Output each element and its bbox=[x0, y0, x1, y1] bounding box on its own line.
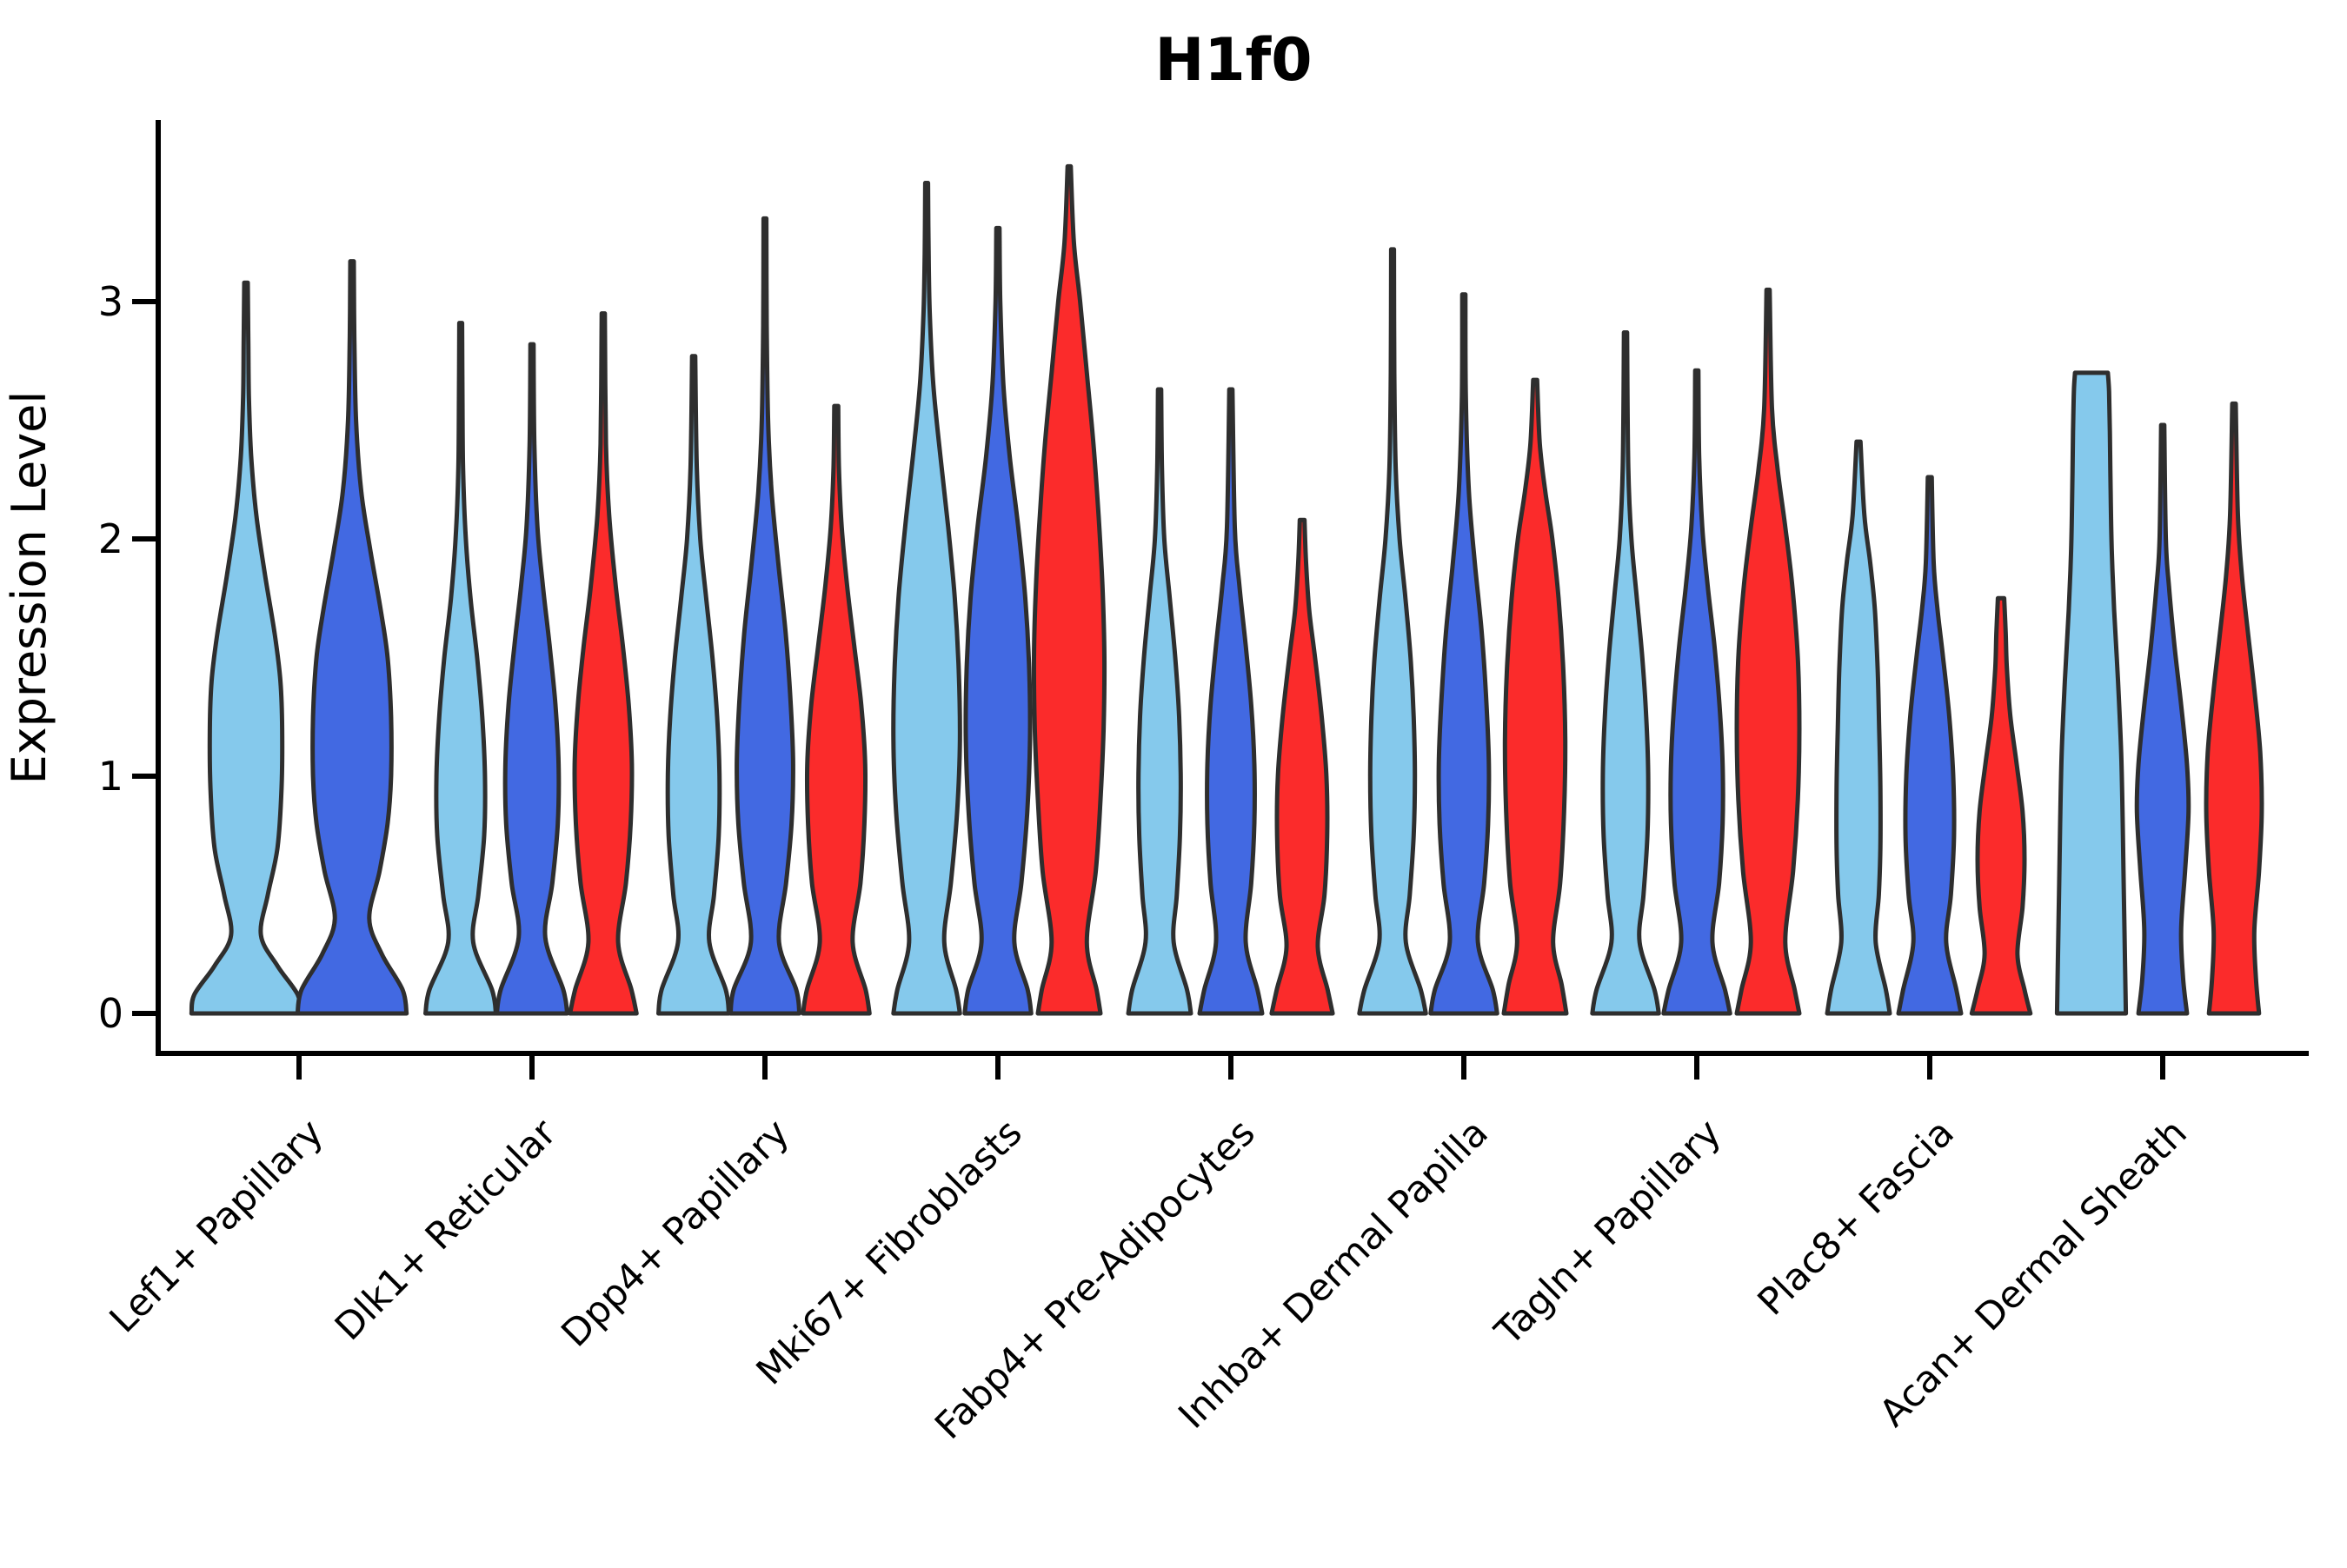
violin-dlk1-reticular-skyblue bbox=[423, 321, 498, 1016]
violin-fabp4-pre-adipocytes-skyblue bbox=[1126, 387, 1193, 1016]
violin-dlk1-reticular-royalblue bbox=[495, 342, 569, 1016]
x-tick-label-dpp4-papillary: Dpp4+ Papillary bbox=[554, 1111, 798, 1355]
violin-tagln-papillary-red bbox=[1734, 287, 1802, 1016]
violin-acan-dermal-sheath-red bbox=[2204, 401, 2264, 1016]
y-ticks-layer: 0 1 2 3 bbox=[98, 278, 158, 1037]
violin-lef1-papillary-skyblue bbox=[189, 280, 303, 1016]
violin-dpp4-papillary-red bbox=[801, 403, 872, 1016]
violin-plac8-fascia-skyblue bbox=[1825, 439, 1892, 1016]
chart-title: H1f0 bbox=[1154, 26, 1312, 95]
y-tick-label: 1 bbox=[98, 753, 123, 800]
violin-tagln-papillary-royalblue bbox=[1661, 368, 1732, 1016]
x-tick-label-lef1-papillary: Lef1+ Papillary bbox=[102, 1111, 332, 1341]
x-tick-label-plac8-fascia: Plac8+ Fascia bbox=[1750, 1111, 1963, 1324]
x-tick-label-mki67-fibroblasts: Mki67+ Fibroblasts bbox=[748, 1111, 1031, 1393]
y-tick-label: 2 bbox=[98, 515, 123, 562]
x-tick-label-dlk1-reticular: Dlk1+ Reticular bbox=[327, 1111, 565, 1349]
violin-fabp4-pre-adipocytes-royalblue bbox=[1197, 387, 1265, 1016]
violin-plac8-fascia-royalblue bbox=[1896, 475, 1964, 1016]
violins-layer bbox=[189, 163, 2264, 1016]
violin-inhba-dermal-papilla-royalblue bbox=[1428, 292, 1499, 1016]
violin-dlk1-reticular-red bbox=[568, 311, 639, 1016]
violin-mki67-fibroblasts-royalblue bbox=[962, 225, 1034, 1016]
y-tick-label: 3 bbox=[98, 278, 123, 325]
violin-tagln-papillary-skyblue bbox=[1590, 330, 1661, 1016]
violin-lef1-papillary-royalblue bbox=[295, 259, 409, 1016]
violin-plac8-fascia-red bbox=[1969, 595, 2033, 1016]
violin-inhba-dermal-papilla-red bbox=[1501, 377, 1569, 1016]
x-tick-label-tagln-papillary: Tagln+ Papillary bbox=[1486, 1111, 1730, 1354]
y-axis-label: Expression Level bbox=[2, 391, 57, 785]
violin-mki67-fibroblasts-skyblue bbox=[891, 181, 962, 1016]
violin-acan-dermal-sheath-royalblue bbox=[2134, 422, 2191, 1016]
violin-fabp4-pre-adipocytes-red bbox=[1269, 517, 1335, 1016]
violin-dpp4-papillary-skyblue bbox=[656, 354, 731, 1016]
y-tick-label: 0 bbox=[98, 990, 123, 1037]
violin-mki67-fibroblasts-red bbox=[1031, 163, 1107, 1016]
violin-inhba-dermal-papilla-skyblue bbox=[1357, 247, 1428, 1016]
violin-dpp4-papillary-royalblue bbox=[728, 216, 802, 1016]
violin-acan-dermal-sheath-skyblue bbox=[2054, 370, 2129, 1016]
